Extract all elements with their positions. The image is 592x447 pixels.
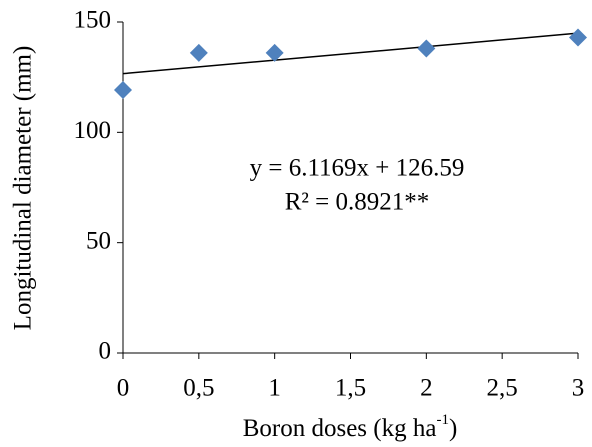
y-tick-label: 100 — [74, 117, 112, 144]
x-tick-label: 2,5 — [487, 375, 518, 402]
x-tick-label: 2 — [420, 375, 433, 402]
x-axis-label-end: ) — [449, 415, 457, 442]
point — [265, 43, 284, 62]
point — [569, 28, 587, 47]
x-tick-label: 0,5 — [183, 375, 214, 402]
x-axis-label-text: Boron doses (kg ha — [243, 415, 437, 442]
equation: y = 6.1169x + 126.59 — [250, 155, 465, 182]
x-tick-label: 0 — [117, 375, 130, 402]
x-axis-label-sup: -1 — [436, 412, 449, 428]
r-squared: R² = 0.8921** — [285, 189, 430, 216]
x-tick-label: 1 — [268, 375, 281, 402]
y-tick-label: 0 — [99, 338, 112, 365]
point — [189, 43, 208, 62]
trendline — [122, 32, 579, 75]
x-tick-label: 3 — [572, 375, 585, 402]
x-tick-label: 1,5 — [335, 375, 366, 402]
y-axis-label: Longitudinal diameter (mm) — [10, 46, 37, 331]
point — [417, 39, 436, 58]
x-axis-label: Boron doses (kg ha-1) — [243, 412, 458, 441]
y-tick-label: 150 — [74, 7, 112, 34]
point — [114, 80, 132, 99]
y-tick-label: 50 — [86, 227, 111, 254]
